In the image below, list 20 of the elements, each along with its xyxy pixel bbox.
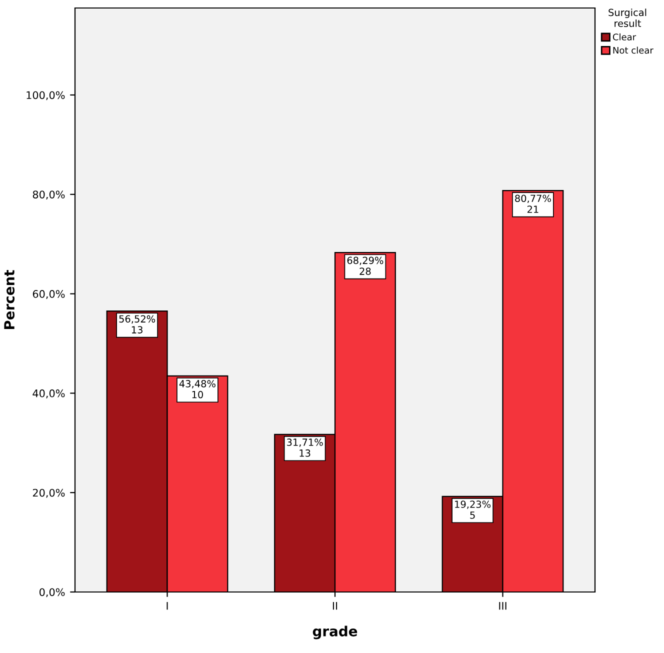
y-tick-label: 0,0% — [40, 588, 65, 598]
legend-title: Surgical result — [608, 8, 646, 28]
y-tick-label: 40,0% — [32, 389, 65, 398]
data-label: 43,48% 10 — [179, 380, 216, 398]
y-tick-label: 100,0% — [26, 91, 65, 100]
y-tick-label: 20,0% — [32, 488, 65, 498]
data-label: 56,52% 13 — [119, 315, 156, 334]
data-label: 68,29% 28 — [347, 256, 384, 275]
data-label: 80,77% 21 — [515, 194, 551, 213]
y-axis-title: Percent — [4, 270, 15, 330]
x-tick-label: III — [499, 602, 506, 610]
legend-label: Clear — [612, 33, 636, 40]
x-axis-title: grade — [312, 626, 358, 640]
data-label: 19,23% 5 — [455, 500, 491, 519]
x-tick-label: I — [166, 602, 168, 610]
x-tick-label: II — [332, 602, 338, 610]
y-tick-label: 80,0% — [32, 190, 65, 200]
legend-label: Not clear — [613, 46, 654, 54]
data-label: 31,71% 13 — [287, 438, 323, 457]
y-tick-label: 60,0% — [32, 290, 65, 299]
